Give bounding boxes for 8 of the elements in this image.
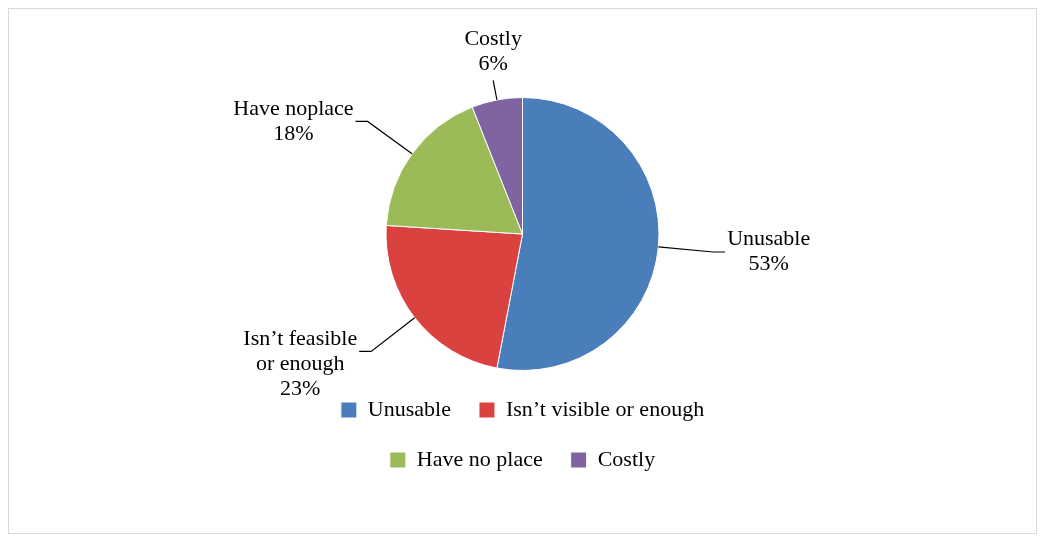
legend-label: Costly [597, 445, 656, 471]
data-label: Costly 6% [464, 24, 522, 75]
data-label: Have noplace 18% [233, 94, 354, 145]
legend-label: Have no place [416, 445, 543, 471]
data-label: Unusable 53% [727, 225, 811, 276]
legend-label: Unusable [367, 395, 451, 421]
legend-label: Isn’t visible or enough [505, 395, 705, 421]
data-label: Isn’t feasible or enough 23% [243, 324, 358, 400]
